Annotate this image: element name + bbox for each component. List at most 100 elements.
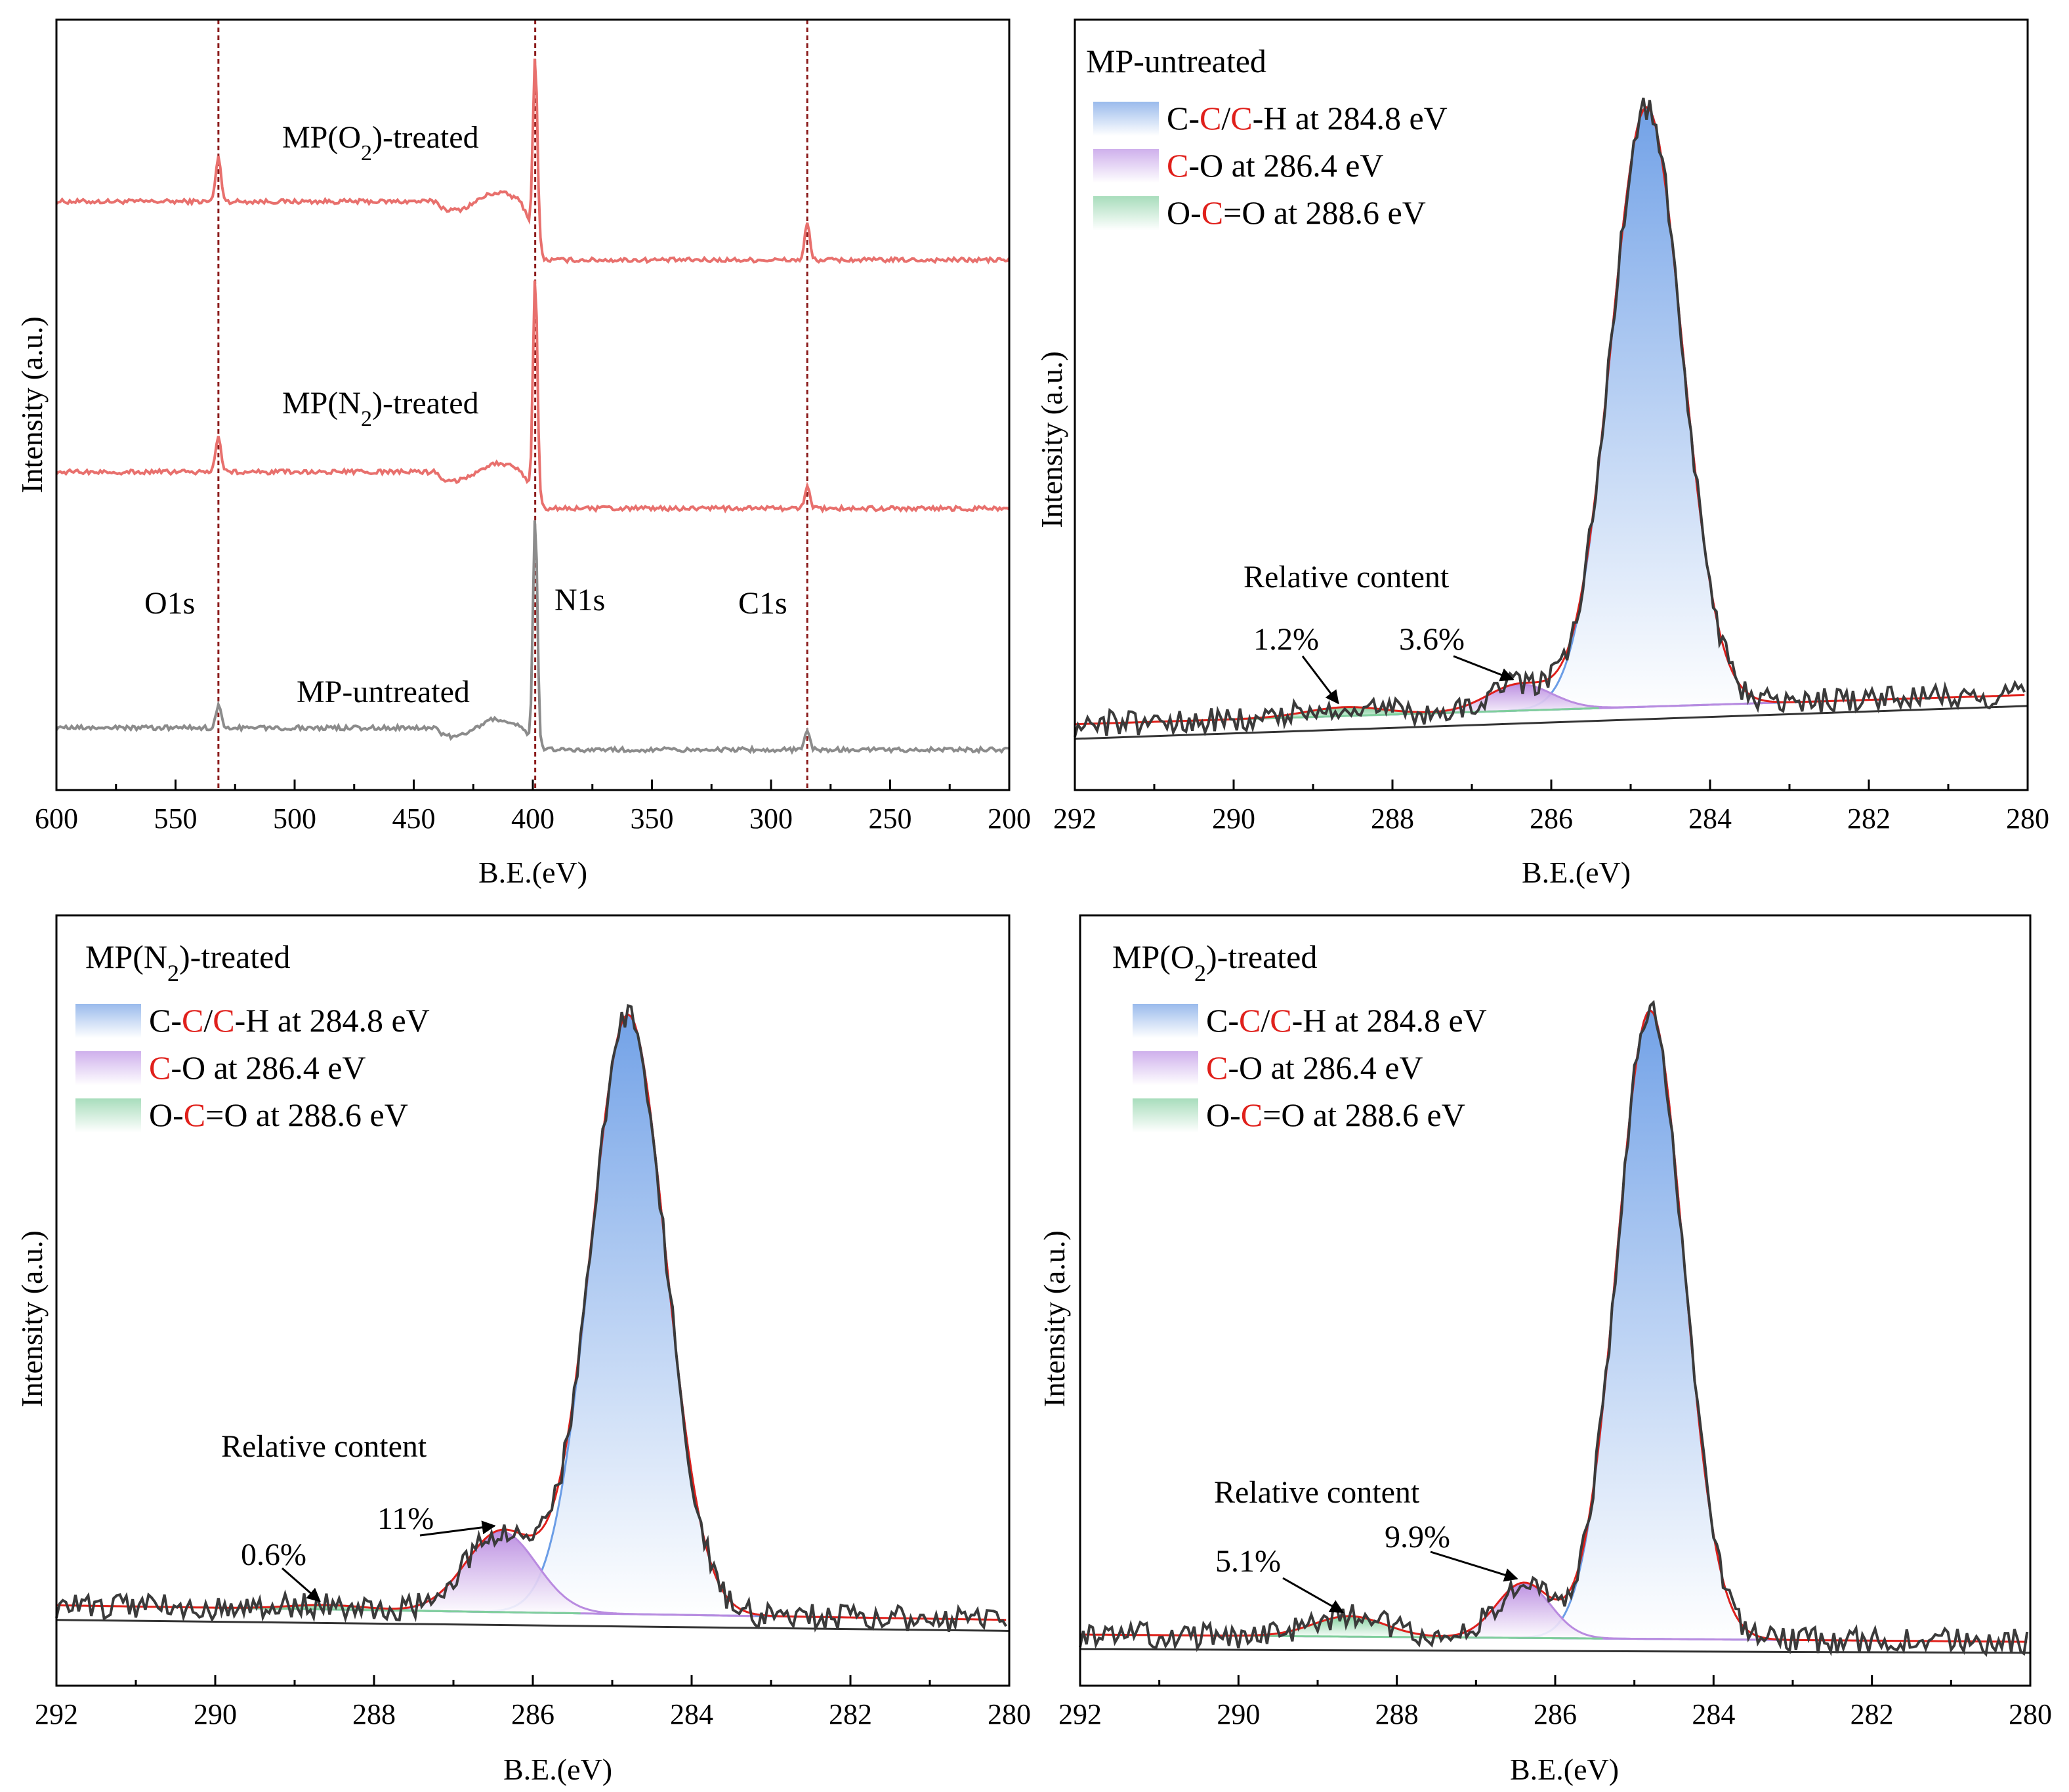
panel-mp-o2-treated: 292 290 288 286 284 282 280 MP(O2)-treated C-C… (1037, 914, 2052, 1786)
survey-line-mp-n2-treated (55, 280, 1010, 514)
untreated-rc-label-2: 3.6% (1399, 622, 1465, 657)
background-line (1074, 705, 2028, 740)
survey-y-axis-label: Intensity (a.u.) (15, 316, 49, 493)
relative-content-arrow (1282, 1577, 1345, 1614)
legend-label: C-C/C-H at 284.8 eV (1206, 1002, 1487, 1039)
legend-swatch (1133, 1004, 1198, 1038)
peak-area-c-c-c-h (1396, 1009, 1904, 1642)
survey-series-label-untreated: MP-untreated (297, 675, 470, 709)
n2-panel-title: MP(N2)-treated (85, 938, 290, 986)
legend-swatch (1133, 1098, 1198, 1133)
relative-content-arrow (1301, 656, 1339, 705)
raw-spectrum-line (55, 1004, 1007, 1633)
mp_o2-x-tick-label: 282 (1850, 1698, 1894, 1730)
n2-y-axis-label: Intensity (a.u.) (15, 1230, 49, 1407)
legend-swatch (1133, 1051, 1198, 1085)
untreated-rc-label-1: 1.2% (1253, 622, 1319, 657)
legend-swatch (1093, 149, 1159, 183)
o2-relative-content-title: Relative content (1214, 1475, 1420, 1510)
mp_n2-x-tick-label: 292 (35, 1698, 78, 1730)
legend-swatch (75, 1004, 141, 1038)
mp_n2-x-tick-label: 280 (988, 1698, 1031, 1730)
survey-ticks-layer: 600 550 500 450 400 350 300 250 200 (35, 780, 1031, 835)
n2-legend: C-C/C-H at 284.8 eV C-O at 286.4 eV O-C=O … (75, 1002, 430, 1133)
mp_o2-x-tick-label: 280 (2009, 1698, 2052, 1730)
panel-mp-untreated: 292 290 288 286 284 282 280 MP-untreated C-C/C… (1035, 18, 2049, 889)
mp_untreated-x-tick-label: 284 (1688, 802, 1732, 835)
n2-series-layer (55, 1004, 1010, 1633)
fit-envelope-line (56, 1013, 1007, 1621)
survey-x-tick-label: 450 (392, 802, 436, 835)
survey-x-axis-label: B.E.(eV) (478, 856, 587, 889)
legend-swatch (75, 1051, 141, 1085)
o2-x-axis-label: B.E.(eV) (1510, 1753, 1619, 1786)
raw-spectrum-line (1079, 999, 2029, 1657)
mp_n2-x-tick-label: 284 (670, 1698, 713, 1730)
untreated-legend: C-C/C-H at 284.8 eV C-O at 286.4 eV O-C=O … (1093, 100, 1448, 231)
panel-mp-n2-treated: 292 290 288 286 284 282 280 MP(N2)-treated C-C… (15, 914, 1031, 1786)
o2-series-layer (1079, 999, 2031, 1657)
legend-swatch (75, 1098, 141, 1133)
relative-content-arrow (1430, 1551, 1518, 1582)
o2-y-axis-label: Intensity (a.u.) (1037, 1230, 1071, 1407)
untreated-panel-title: MP-untreated (1086, 43, 1266, 79)
survey-x-tick-label: 300 (749, 802, 793, 835)
relative-content-arrow (282, 1567, 321, 1602)
peak-label-n1s: N1s (554, 583, 605, 617)
mp_o2-x-tick-label: 290 (1217, 1698, 1260, 1730)
legend-swatch (1093, 102, 1159, 136)
mp_untreated-x-tick-label: 290 (1212, 802, 1255, 835)
untreated-x-axis-label: B.E.(eV) (1522, 856, 1631, 889)
mp_o2-x-tick-label: 288 (1375, 1698, 1419, 1730)
legend-label: C-O at 286.4 eV (149, 1049, 366, 1086)
n2-rc-label-1: 0.6% (241, 1537, 306, 1572)
survey-x-tick-label: 200 (988, 802, 1031, 835)
peak-label-o1s: O1s (144, 586, 195, 621)
survey-x-tick-label: 550 (154, 802, 198, 835)
mp_o2-x-tick-label: 286 (1534, 1698, 1577, 1730)
survey-series-label-n2: MP(N2)-treated (282, 386, 479, 431)
legend-label: C-O at 286.4 eV (1167, 147, 1384, 184)
peak-label-c1s: C1s (738, 586, 787, 621)
survey-x-tick-label: 350 (631, 802, 674, 835)
relative-content-arrow (1453, 655, 1515, 682)
mp_untreated-x-tick-label: 282 (1847, 802, 1891, 835)
n2-x-axis-label: B.E.(eV) (503, 1753, 612, 1786)
survey-x-tick-label: 500 (273, 802, 316, 835)
o2-legend: C-C/C-H at 284.8 eV C-O at 286.4 eV O-C=O … (1133, 1002, 1487, 1133)
o2-rc-label-1: 5.1% (1215, 1544, 1281, 1579)
legend-label: C-C/C-H at 284.8 eV (1167, 100, 1448, 136)
untreated-series-layer (1074, 97, 2028, 740)
peak-area-c-c-c-h (373, 1013, 883, 1619)
survey-series-layer (55, 20, 1011, 790)
o2-ticks-layer: 292 290 288 286 284 282 280 (1058, 1675, 2052, 1730)
survey-x-tick-label: 400 (511, 802, 554, 835)
mp_o2-x-tick-label: 284 (1692, 1698, 1735, 1730)
panel-survey: 600 550 500 450 400 350 300 250 200 MP(O2)-treat… (15, 18, 1031, 889)
mp_untreated-x-tick-label: 280 (2006, 802, 2049, 835)
legend-label: O-C=O at 288.6 eV (1167, 194, 1426, 231)
survey-x-tick-label: 250 (869, 802, 912, 835)
mp_n2-x-tick-label: 290 (194, 1698, 237, 1730)
n2-rc-label-2: 11% (377, 1501, 434, 1536)
mp_n2-x-tick-label: 288 (352, 1698, 396, 1730)
legend-label: O-C=O at 288.6 eV (1206, 1096, 1465, 1133)
mp_n2-x-tick-label: 282 (829, 1698, 872, 1730)
o2-rc-label-2: 9.9% (1385, 1520, 1450, 1554)
o2-panel-title: MP(O2)-treated (1112, 938, 1317, 986)
legend-label: O-C=O at 288.6 eV (149, 1096, 408, 1133)
survey-line-mp-untreated (55, 520, 1010, 755)
raw-spectrum-line (1074, 97, 2026, 738)
n2-relative-content-title: Relative content (221, 1429, 427, 1464)
survey-series-label-o2: MP(O2)-treated (282, 120, 479, 165)
background-line (56, 1619, 1010, 1632)
background-line (1079, 1648, 2031, 1654)
mp_untreated-x-tick-label: 288 (1371, 802, 1414, 835)
relative-content-arrow (419, 1520, 496, 1537)
peak-area-c-c-c-h (1392, 106, 1901, 716)
mp_untreated-x-tick-label: 292 (1053, 802, 1097, 835)
n2-ticks-layer: 292 290 288 286 284 282 280 (35, 1675, 1031, 1730)
mp_n2-x-tick-label: 286 (511, 1698, 554, 1730)
untreated-relative-content-title: Relative content (1243, 560, 1450, 594)
